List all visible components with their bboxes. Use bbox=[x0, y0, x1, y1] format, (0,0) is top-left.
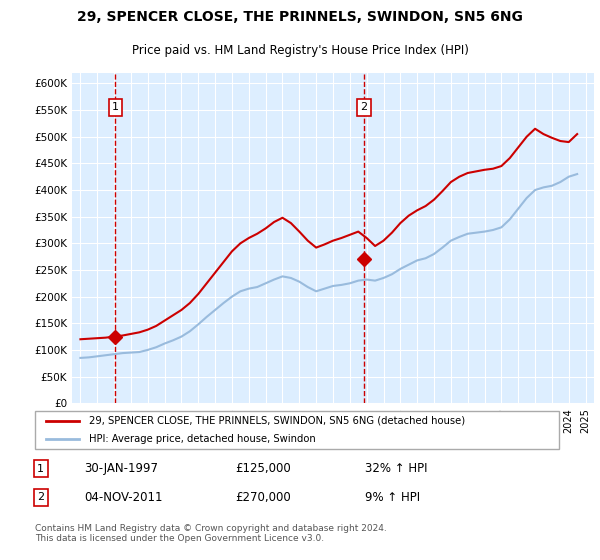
Text: £125,000: £125,000 bbox=[235, 462, 291, 475]
Text: 32% ↑ HPI: 32% ↑ HPI bbox=[365, 462, 427, 475]
Text: HPI: Average price, detached house, Swindon: HPI: Average price, detached house, Swin… bbox=[89, 434, 316, 444]
Text: Contains HM Land Registry data © Crown copyright and database right 2024.
This d: Contains HM Land Registry data © Crown c… bbox=[35, 524, 387, 543]
Text: 30-JAN-1997: 30-JAN-1997 bbox=[84, 462, 158, 475]
Text: 2: 2 bbox=[37, 492, 44, 502]
Text: 2: 2 bbox=[361, 102, 368, 113]
Text: 9% ↑ HPI: 9% ↑ HPI bbox=[365, 491, 420, 504]
Text: Price paid vs. HM Land Registry's House Price Index (HPI): Price paid vs. HM Land Registry's House … bbox=[131, 44, 469, 57]
Text: £270,000: £270,000 bbox=[235, 491, 291, 504]
Text: 1: 1 bbox=[112, 102, 119, 113]
Text: 29, SPENCER CLOSE, THE PRINNELS, SWINDON, SN5 6NG (detached house): 29, SPENCER CLOSE, THE PRINNELS, SWINDON… bbox=[89, 416, 466, 426]
FancyBboxPatch shape bbox=[35, 411, 559, 449]
Text: 1: 1 bbox=[37, 464, 44, 474]
Text: 04-NOV-2011: 04-NOV-2011 bbox=[84, 491, 163, 504]
Text: 29, SPENCER CLOSE, THE PRINNELS, SWINDON, SN5 6NG: 29, SPENCER CLOSE, THE PRINNELS, SWINDON… bbox=[77, 10, 523, 24]
